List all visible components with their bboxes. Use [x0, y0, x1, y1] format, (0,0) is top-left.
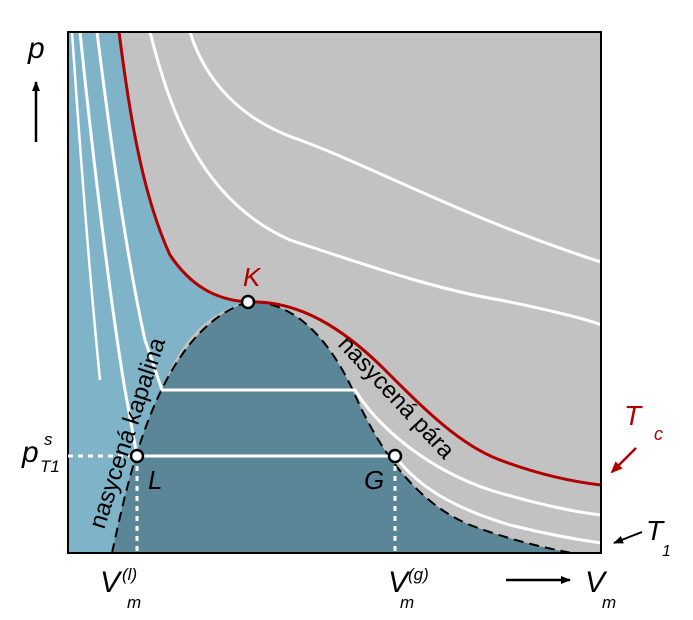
- two-phase-region: [112, 301, 572, 553]
- y-axis-label: p: [27, 32, 45, 65]
- psat-label: p: [21, 436, 39, 469]
- gas-point-label: G: [364, 465, 384, 495]
- vg-superscript: (g): [408, 565, 429, 584]
- x-axis-label: V: [585, 566, 608, 599]
- x-axis-subscript: m: [602, 593, 616, 612]
- vl-superscript: (l): [122, 565, 137, 584]
- vl-subscript: m: [127, 593, 141, 612]
- critical-point-label: K: [243, 262, 262, 292]
- plot-area: [68, 32, 601, 553]
- critical-point-marker: [240, 294, 256, 310]
- vg-label: V: [388, 566, 411, 599]
- isotherm-high-1: [188, 32, 601, 264]
- psat-superscript: s: [44, 430, 53, 449]
- vl-label: V: [100, 566, 123, 599]
- critical-isotherm-line: [117, 32, 601, 487]
- psat-subscript: T1: [40, 457, 60, 476]
- isotherm-mid: [95, 32, 601, 517]
- tc-arrow: [610, 447, 637, 474]
- vg-subscript: m: [400, 593, 414, 612]
- tc-label: T: [624, 400, 643, 431]
- isotherm-high-2: [148, 32, 601, 327]
- t1-subscript: 1: [662, 543, 671, 560]
- t1-label: T: [646, 515, 665, 546]
- liquid-point-label: L: [148, 465, 162, 495]
- plot-frame: [67, 31, 602, 554]
- t1-arrow: [613, 531, 643, 544]
- gas-point-marker: [387, 448, 403, 464]
- tc-subscript: c: [654, 424, 663, 444]
- saturation-curve: [111, 300, 573, 553]
- liquid-point-marker: [129, 448, 145, 464]
- isotherm-low: [70, 32, 102, 381]
